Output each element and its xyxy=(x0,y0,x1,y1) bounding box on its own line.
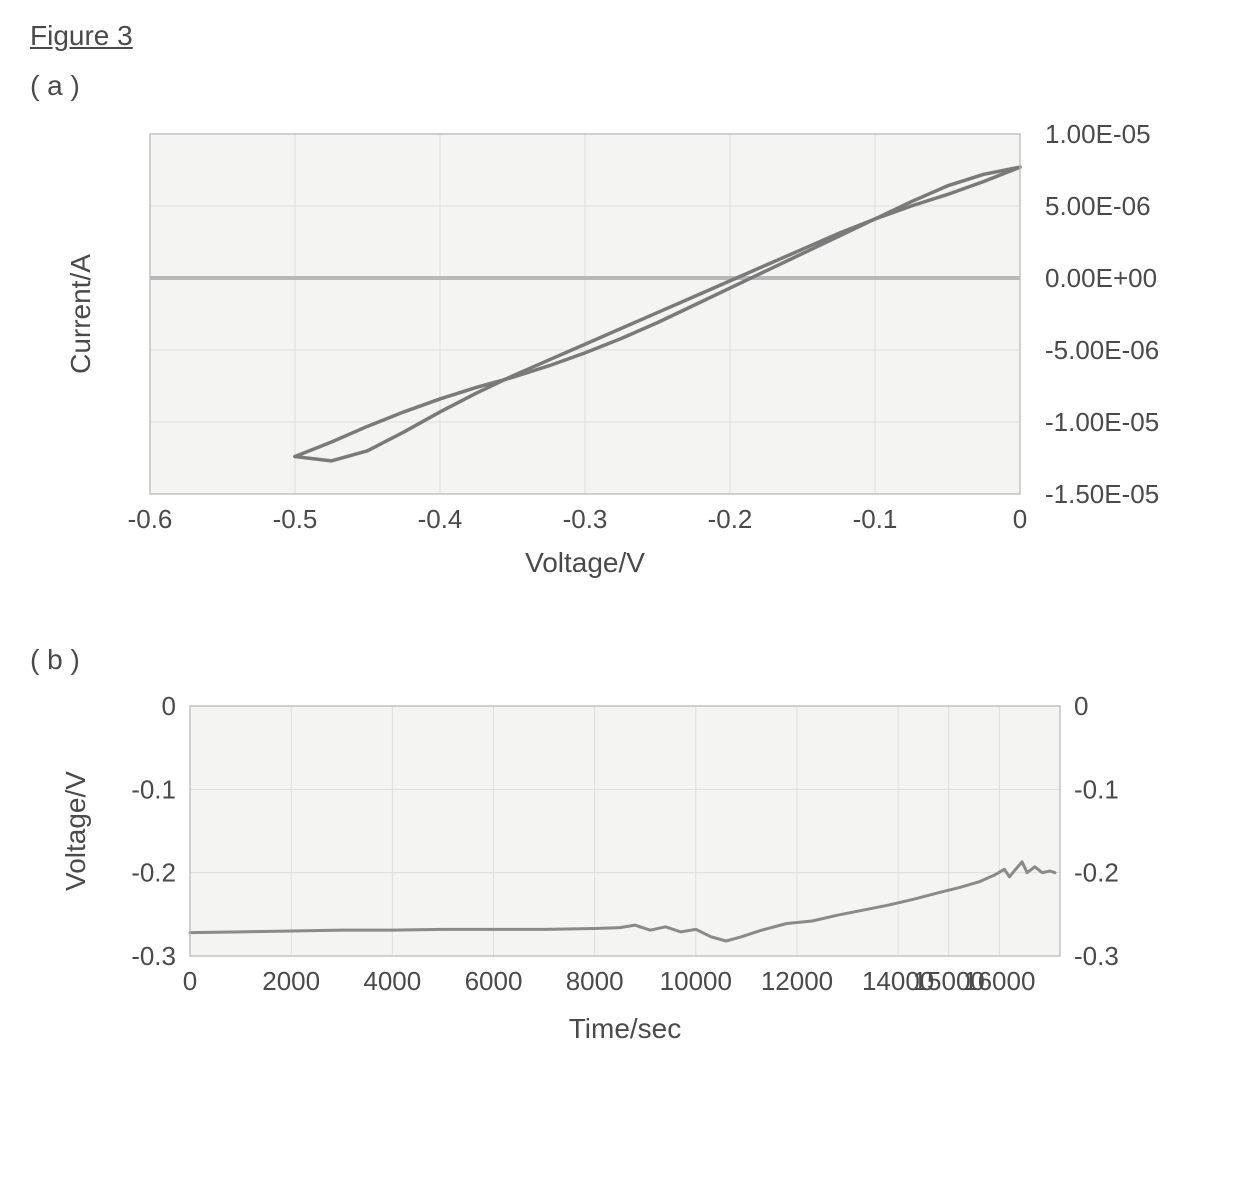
svg-text:0: 0 xyxy=(162,691,176,721)
svg-text:5.00E-06: 5.00E-06 xyxy=(1045,191,1151,221)
svg-text:-0.1: -0.1 xyxy=(131,774,176,804)
svg-text:-0.1: -0.1 xyxy=(1074,774,1119,804)
svg-text:-1.50E-05: -1.50E-05 xyxy=(1045,479,1159,509)
svg-text:-0.6: -0.6 xyxy=(128,504,173,534)
svg-text:-0.4: -0.4 xyxy=(418,504,463,534)
svg-text:0: 0 xyxy=(1013,504,1027,534)
svg-text:-0.3: -0.3 xyxy=(131,941,176,971)
svg-text:0.00E+00: 0.00E+00 xyxy=(1045,263,1157,293)
figure-title: Figure 3 xyxy=(30,20,1210,52)
panel-a-label: ( a ) xyxy=(30,70,1210,102)
svg-text:-0.2: -0.2 xyxy=(708,504,753,534)
svg-text:-0.3: -0.3 xyxy=(563,504,608,534)
svg-text:16000: 16000 xyxy=(963,966,1035,996)
svg-text:12000: 12000 xyxy=(761,966,833,996)
svg-text:-1.00E-05: -1.00E-05 xyxy=(1045,407,1159,437)
svg-text:4000: 4000 xyxy=(363,966,421,996)
svg-text:-5.00E-06: -5.00E-06 xyxy=(1045,335,1159,365)
svg-text:0: 0 xyxy=(1074,691,1088,721)
svg-text:8000: 8000 xyxy=(566,966,624,996)
svg-text:-0.5: -0.5 xyxy=(273,504,318,534)
svg-text:Time/sec: Time/sec xyxy=(569,1013,682,1044)
svg-text:Voltage/V: Voltage/V xyxy=(60,771,91,891)
svg-text:Voltage/V: Voltage/V xyxy=(525,547,645,578)
chart-a: -0.6 -0.5 -0.4 -0.3 -0.2 -0.1 0 -1.50E-05 -1.00E… xyxy=(30,114,1210,604)
svg-text:2000: 2000 xyxy=(262,966,320,996)
chart-b: 0200040006000800010000120001400015000160… xyxy=(30,688,1210,1068)
svg-text:0: 0 xyxy=(183,966,197,996)
panel-b-label: ( b ) xyxy=(30,644,1210,676)
svg-text:-0.2: -0.2 xyxy=(1074,858,1119,888)
svg-text:6000: 6000 xyxy=(465,966,523,996)
svg-text:10000: 10000 xyxy=(660,966,732,996)
svg-text:-0.1: -0.1 xyxy=(853,504,898,534)
svg-text:-0.3: -0.3 xyxy=(1074,941,1119,971)
svg-text:-0.2: -0.2 xyxy=(131,858,176,888)
svg-text:Current/A: Current/A xyxy=(65,254,96,374)
svg-text:1.00E-05: 1.00E-05 xyxy=(1045,119,1151,149)
